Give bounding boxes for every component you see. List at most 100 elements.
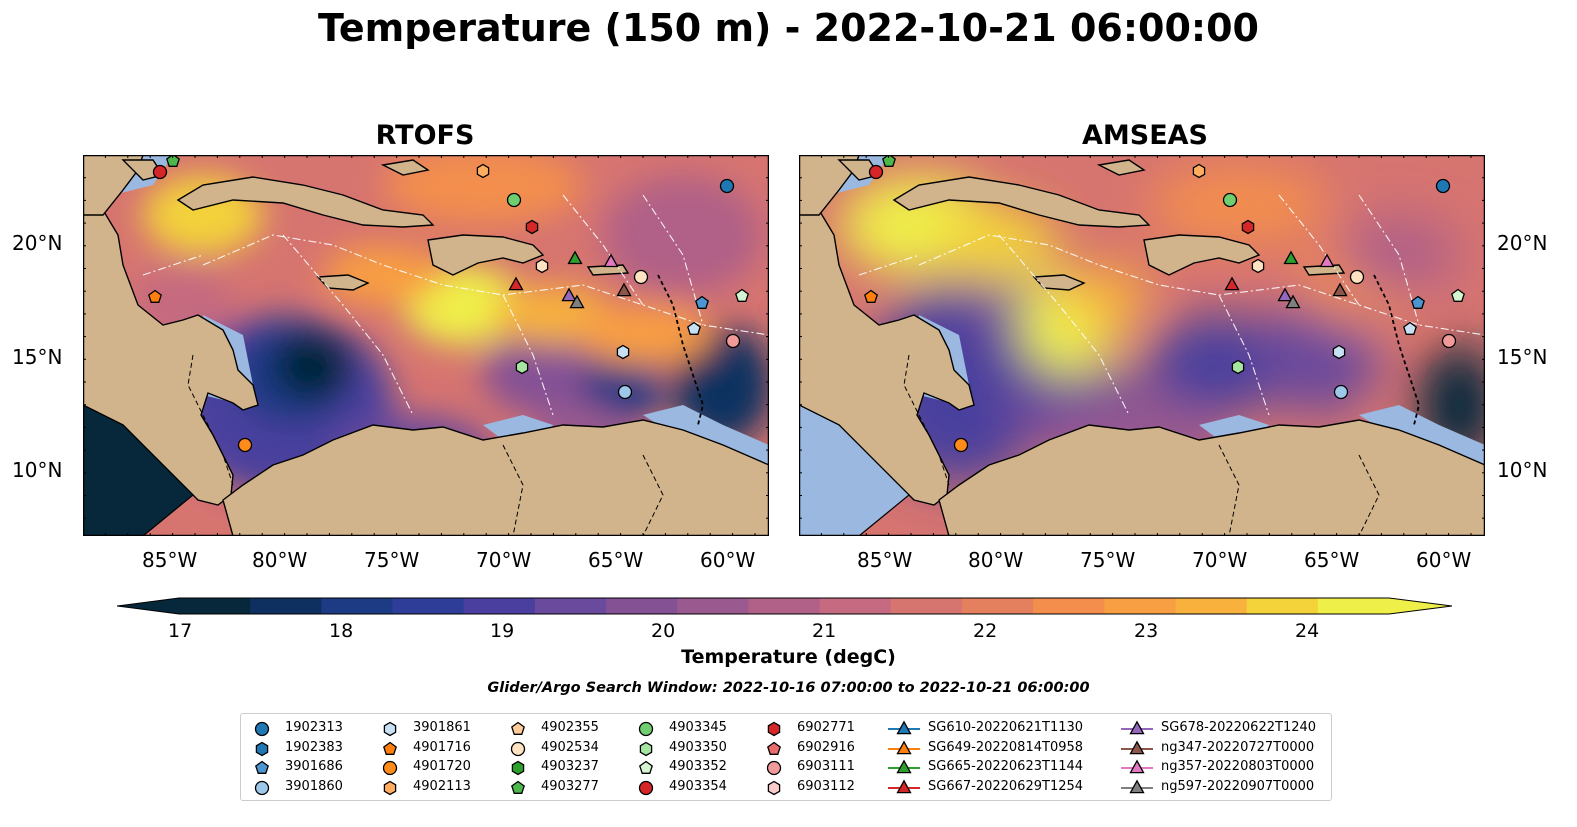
legend-pentagon-icon	[383, 741, 397, 755]
float-marker	[616, 344, 630, 360]
colorbar-segment	[606, 598, 678, 614]
legend-label: 4903350	[669, 739, 727, 755]
float-marker	[1411, 295, 1425, 309]
float-marker	[1451, 288, 1465, 302]
temperature-colorbar	[117, 597, 1452, 615]
legend-circle-icon	[638, 780, 654, 795]
float-marker	[166, 155, 180, 167]
colorbar-segment	[1317, 598, 1390, 614]
float-marker	[1277, 287, 1293, 302]
colorbar-segment	[1175, 598, 1248, 614]
float-marker	[1283, 250, 1299, 265]
float-marker	[1319, 253, 1335, 268]
float-marker	[1435, 178, 1451, 194]
float-marker	[515, 359, 529, 375]
legend-label: ng597-20220907T0000	[1161, 778, 1315, 794]
float-marker	[1222, 192, 1238, 208]
float-marker	[1224, 276, 1240, 291]
amseas-map	[799, 155, 1485, 536]
legend-hexagon-icon	[639, 741, 653, 756]
legend-label: 4903352	[669, 759, 727, 774]
float-marker	[1241, 219, 1255, 235]
lon-label-80w: 80°W	[968, 548, 1024, 572]
float-marker	[735, 288, 749, 302]
lon-label-70w: 70°W	[1192, 548, 1248, 572]
legend-triangle-icon	[1129, 720, 1145, 735]
legend-label: 4902113	[413, 778, 471, 794]
colorbar-segment	[321, 598, 394, 614]
float-marker	[603, 253, 619, 268]
colorbar-segment	[250, 598, 322, 614]
colorbar-label: Temperature (degC)	[681, 646, 896, 668]
legend-label: SG649-20220814T0958	[928, 739, 1084, 755]
legend-hexagon-icon	[511, 760, 525, 776]
legend-triangle-icon	[896, 739, 912, 754]
float-marker	[868, 164, 884, 180]
float-marker	[237, 437, 253, 453]
legend-triangle-icon	[1129, 778, 1145, 793]
lon-label-75w: 75°W	[364, 548, 420, 572]
lon-label-70w: 70°W	[476, 548, 532, 572]
legend-hexagon-icon	[767, 721, 781, 737]
legend-label: 6902916	[797, 739, 855, 755]
lat-label-20n-right: 20°N	[1497, 231, 1548, 255]
lat-label-15n-left: 15°N	[12, 345, 63, 369]
legend-label: 4901716	[413, 739, 471, 755]
legend-label: 4903277	[541, 778, 599, 794]
legend-triangle-icon	[1129, 759, 1145, 774]
colorbar-segment	[392, 598, 465, 614]
lat-label-15n-right: 15°N	[1497, 345, 1548, 369]
legend-hexagon-icon	[767, 780, 781, 795]
legend-label: SG667-20220629T1254	[928, 778, 1084, 794]
float-marker	[506, 192, 522, 208]
legend-label: 1902383	[285, 739, 343, 755]
colorbar-segment	[961, 598, 1034, 614]
lon-label-65w: 65°W	[588, 548, 644, 572]
legend-pentagon-icon	[511, 780, 525, 794]
legend-hexagon-icon	[383, 780, 397, 795]
legend-triangle-icon	[896, 778, 912, 793]
legend-pentagon-icon	[767, 741, 781, 755]
float-marker	[617, 384, 633, 400]
legend-label: 4903354	[669, 778, 727, 794]
colorbar-tick-label: 22	[973, 620, 998, 642]
colorbar-tick-label: 23	[1134, 620, 1159, 642]
legend-pentagon-icon	[255, 760, 269, 774]
float-marker	[719, 178, 735, 194]
legend-label: SG678-20220622T1240	[1161, 720, 1317, 735]
colorbar-tick-label: 19	[490, 620, 515, 642]
float-marker	[1285, 294, 1301, 309]
float-marker	[695, 295, 709, 309]
lon-label-85w: 85°W	[142, 548, 198, 572]
float-marker	[864, 289, 878, 303]
legend-label: 6903112	[797, 778, 855, 794]
float-marker	[1333, 384, 1349, 400]
lon-label-65w: 65°W	[1304, 548, 1360, 572]
colorbar-segment	[1246, 598, 1319, 614]
legend-hexagon-icon	[255, 741, 269, 756]
lon-label-60w: 60°W	[1416, 548, 1472, 572]
float-marker	[525, 219, 539, 235]
colorbar-extend-high	[1389, 598, 1452, 614]
legend-circle-icon	[766, 760, 782, 776]
legend: 1902313 1902383 3901686 3901860 3901861 49017…	[240, 713, 1332, 801]
float-marker	[1231, 359, 1245, 375]
colorbar-tick-label: 18	[329, 620, 354, 642]
legend-circle-icon	[254, 721, 270, 737]
colorbar-tick-label: 20	[651, 620, 676, 642]
lat-label-10n-right: 10°N	[1497, 458, 1548, 482]
float-marker	[148, 289, 162, 303]
legend-label: SG610-20220621T1130	[928, 720, 1084, 735]
float-marker	[508, 276, 524, 291]
legend-pentagon-icon	[511, 721, 525, 735]
colorbar-segment	[463, 598, 536, 614]
float-marker	[882, 155, 896, 167]
colorbar-tick-label: 17	[168, 620, 193, 642]
lat-label-20n-left: 20°N	[12, 231, 63, 255]
legend-label: 3901686	[285, 759, 343, 774]
float-marker	[476, 163, 490, 179]
legend-hexagon-icon	[383, 721, 397, 737]
colorbar-segment	[1104, 598, 1176, 614]
float-marker	[633, 269, 649, 285]
legend-triangle-icon	[1129, 739, 1145, 754]
